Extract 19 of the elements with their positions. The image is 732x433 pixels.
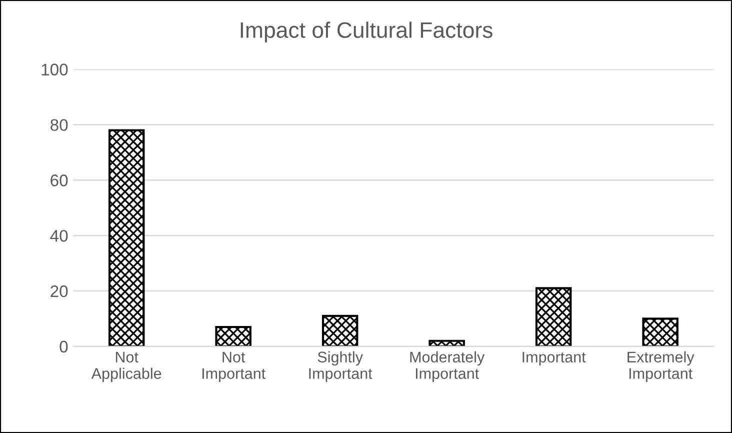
bar [215, 326, 252, 346]
y-tick-label: 0 [60, 340, 68, 353]
x-tick-label: Sightly Important [309, 351, 372, 382]
y-tick-label: 100 [42, 64, 68, 76]
x-tick-label: Important [522, 352, 586, 366]
bar [428, 340, 465, 346]
y-tick-label: 60 [50, 174, 68, 186]
bar [322, 314, 358, 346]
x-tick-label: Not Applicable [91, 352, 162, 382]
bar [642, 318, 678, 346]
y-tick-label: 80 [50, 119, 68, 131]
x-tick-label: Not Important [202, 352, 266, 382]
bar [535, 287, 572, 346]
y-tick-label: 40 [50, 230, 68, 242]
y-tick-label: 20 [50, 285, 68, 298]
x-tick-label: Moderately Important [410, 351, 485, 382]
x-tick-label: Extremely Important [628, 351, 694, 382]
bar [108, 129, 145, 346]
chart-title: Impact of Cultural Factors [240, 22, 492, 42]
